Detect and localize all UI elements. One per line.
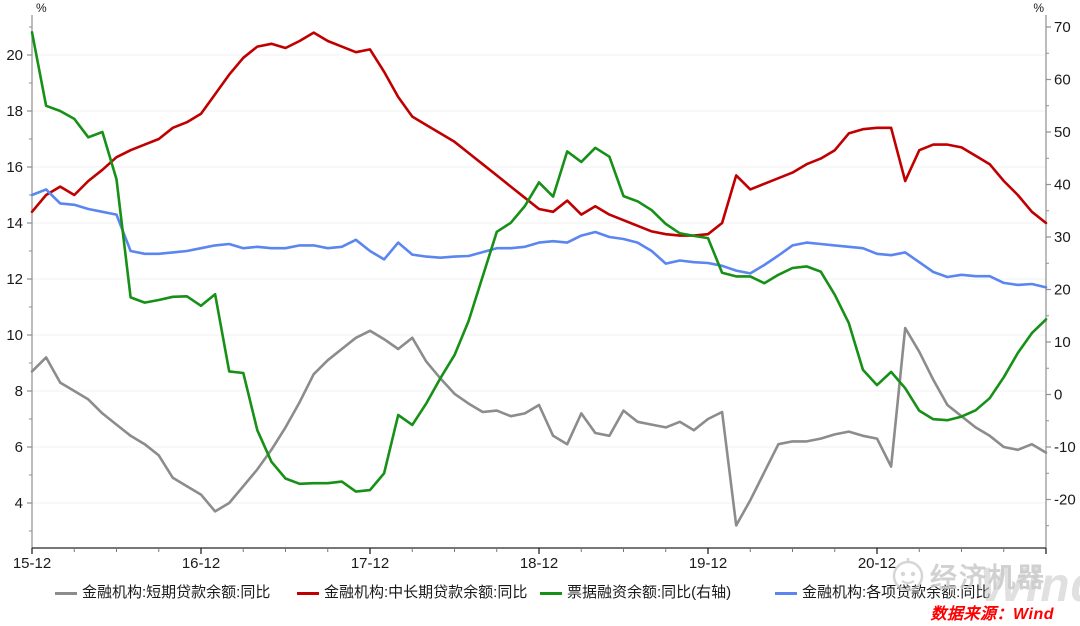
legend-label: 票据融资余额:同比(右轴) [567, 584, 732, 601]
left-axis-tick-label: 4 [15, 495, 23, 512]
legend-item-bill-financing[interactable]: 票据融资余额:同比(右轴) [540, 584, 731, 602]
legend-label: 金融机构:短期贷款余额:同比 [82, 584, 271, 601]
legend-item-medium-long-term-loans[interactable]: 金融机构:中长期贷款余额:同比 [297, 584, 527, 602]
right-axis-tick-label: 60 [1054, 72, 1071, 89]
series-line-2 [30, 30, 1048, 493]
series-line-1 [30, 31, 1048, 237]
x-axis-tick-label: 16-12 [182, 555, 220, 572]
left-axis-unit: % [36, 1, 47, 15]
series-line-3 [30, 188, 1048, 289]
left-axis-tick-label: 16 [6, 159, 23, 176]
right-axis-tick-label: 10 [1054, 334, 1071, 351]
legend-label: 金融机构:中长期贷款余额:同比 [324, 584, 528, 601]
right-axis-tick-label: 0 [1054, 387, 1062, 404]
left-axis-tick-label: 20 [6, 47, 23, 64]
legend-label: 金融机构:各项贷款余额:同比 [802, 584, 991, 601]
right-axis-unit: % [1033, 1, 1044, 15]
right-axis-tick-label: 30 [1054, 229, 1071, 246]
x-axis-tick-label: 20-12 [858, 555, 896, 572]
legend-item-all-loans[interactable]: 金融机构:各项贷款余额:同比 [775, 584, 990, 602]
right-axis-tick-label: -20 [1054, 492, 1076, 509]
right-axis-tick-label: 50 [1054, 124, 1071, 141]
legend-swatch-blue [775, 591, 797, 595]
x-axis-tick-label: 19-12 [689, 555, 727, 572]
left-axis-tick-label: 10 [6, 327, 23, 344]
data-source-note: 数据来源：Wind [930, 606, 1054, 623]
x-axis-tick-label: 15-12 [13, 555, 51, 572]
left-axis-tick-label: 6 [15, 439, 23, 456]
right-axis-tick-label: 20 [1054, 282, 1071, 299]
legend-swatch-red [297, 591, 319, 595]
legend-item-short-term-loans[interactable]: 金融机构:短期贷款余额:同比 [55, 584, 270, 602]
left-axis-tick-label: 8 [15, 383, 23, 400]
x-axis-tick-label: 17-12 [351, 555, 389, 572]
legend-swatch-gray [55, 591, 77, 595]
left-axis-tick-label: 18 [6, 103, 23, 120]
legend-swatch-green [540, 591, 562, 595]
right-axis-tick-label: 40 [1054, 177, 1071, 194]
chart-legend: 金融机构:短期贷款余额:同比 金融机构:中长期贷款余额:同比 票据融资余额:同比… [0, 584, 1080, 602]
right-axis-tick-label: -10 [1054, 439, 1076, 456]
x-axis-tick-label: 18-12 [520, 555, 558, 572]
series-line-0 [30, 326, 1048, 527]
right-axis-tick-label: 70 [1054, 19, 1071, 36]
left-axis-tick-label: 14 [6, 215, 23, 232]
left-axis-tick-label: 12 [6, 271, 23, 288]
